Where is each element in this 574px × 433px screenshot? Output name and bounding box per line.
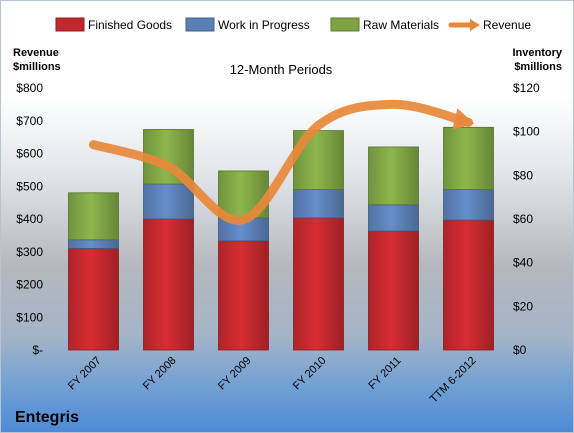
right-tick-label: $80	[513, 168, 533, 182]
left-tick-label: $700	[16, 114, 43, 128]
bar-raw-materials	[368, 146, 419, 206]
legend: Finished Goods Work in Progress Raw Materi…	[55, 17, 531, 32]
x-tick-label: FY 2011	[366, 355, 403, 392]
right-tick-label: $120	[513, 81, 540, 95]
left-tick-label: $500	[16, 179, 43, 193]
legend-swatch-raw-materials	[330, 17, 360, 32]
bar-work-in-progress	[143, 183, 194, 220]
legend-label-raw-materials: Raw Materials	[363, 18, 439, 32]
revenue-line-path	[89, 99, 473, 225]
bar-work-in-progress	[293, 189, 344, 219]
bar-finished-goods	[143, 218, 194, 351]
right-tick-label: $40	[513, 256, 533, 270]
bar-finished-goods	[293, 217, 344, 351]
bar-finished-goods	[218, 240, 269, 351]
right-axis-title-line1: Inventory	[512, 47, 562, 59]
left-tick-label: $100	[16, 310, 43, 324]
x-tick-label: FY 2009	[216, 355, 254, 393]
x-tick-label: FY 2007	[66, 355, 104, 393]
left-tick-label: $-	[32, 343, 43, 357]
left-axis-ticks: $- $100 $200 $300 $400 $500 $600 $700 $800	[16, 81, 43, 357]
right-tick-label: $60	[513, 212, 533, 226]
right-axis-ticks: $0 $20 $40 $60 $80 $100 $120	[513, 81, 540, 357]
bar-raw-materials	[443, 126, 494, 190]
left-tick-label: $800	[16, 81, 43, 95]
legend-label-work-in-progress: Work in Progress	[218, 18, 310, 32]
legend-swatch-finished-goods	[55, 17, 85, 32]
x-axis-ticks: FY 2007 FY 2008 FY 2009 FY 2010 FY 2011 TTM 6…	[66, 355, 479, 406]
bar-work-in-progress	[68, 239, 119, 249]
revenue-line	[89, 99, 475, 225]
right-axis-title-line2: $millions	[514, 61, 562, 73]
left-tick-label: $400	[16, 212, 43, 226]
x-tick-label: FY 2010	[291, 355, 329, 393]
bar-finished-goods	[368, 230, 419, 351]
bar-finished-goods	[443, 219, 494, 351]
x-tick-label: TTM 6-2012	[428, 355, 479, 406]
company-name: Entegris	[15, 409, 79, 426]
right-tick-label: $0	[513, 343, 527, 357]
left-tick-label: $600	[16, 147, 43, 161]
bar-finished-goods	[68, 248, 119, 351]
left-tick-label: $300	[16, 245, 43, 259]
legend-arrow-revenue	[470, 19, 480, 31]
bar-raw-materials	[68, 192, 119, 241]
legend-label-revenue: Revenue	[483, 18, 531, 32]
legend-swatch-work-in-progress	[185, 17, 215, 32]
left-axis-title-line1: Revenue	[13, 47, 59, 59]
x-tick-label: FY 2008	[141, 355, 179, 393]
left-axis-title-line2: $millions	[13, 61, 61, 73]
chart-title: 12-Month Periods	[230, 62, 333, 77]
bar-work-in-progress	[443, 189, 494, 221]
revenue-line-arrowhead	[452, 108, 475, 130]
right-tick-label: $100	[513, 125, 540, 139]
right-tick-label: $20	[513, 299, 533, 313]
bar-stacks	[68, 126, 494, 351]
legend-label-finished-goods: Finished Goods	[88, 18, 172, 32]
bar-work-in-progress	[368, 204, 419, 232]
left-tick-label: $200	[16, 278, 43, 292]
